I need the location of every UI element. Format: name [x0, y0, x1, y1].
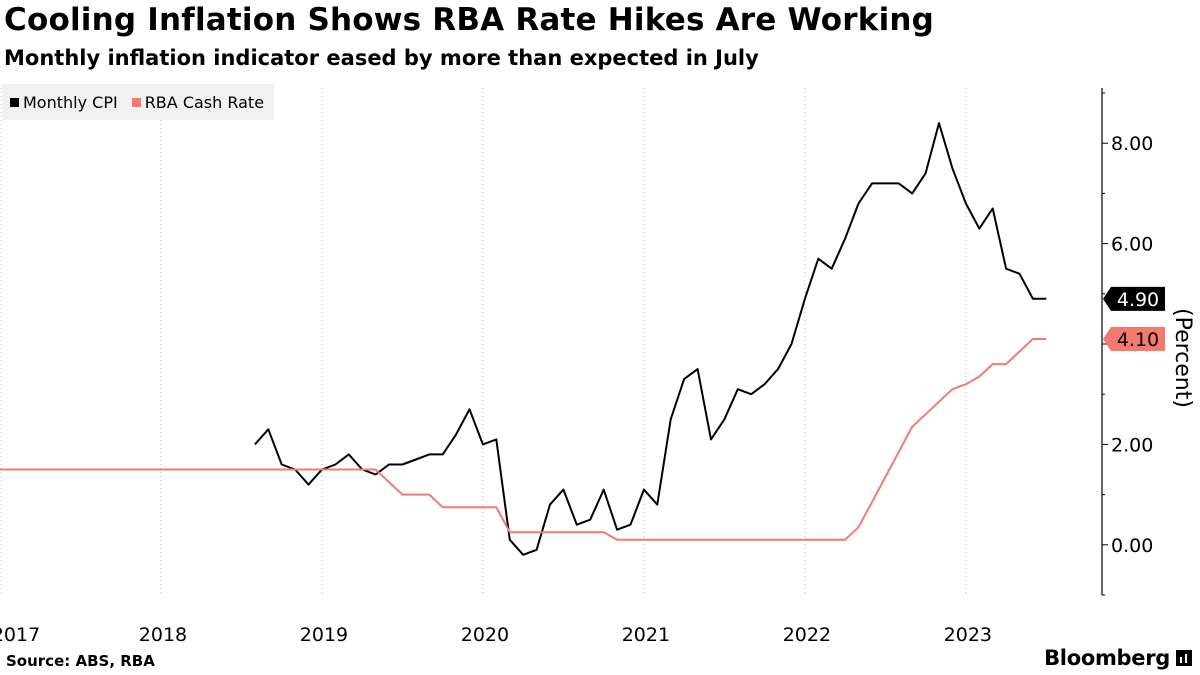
y-axis-label: (Percent) [1170, 308, 1195, 408]
last-value-labels: 4.90 4.10 [1103, 286, 1165, 351]
brand-name: Bloomberg [1044, 646, 1170, 670]
legend-swatch [10, 97, 19, 107]
bloomberg-terminal-icon [1176, 650, 1192, 666]
chart-subtitle: Monthly inflation indicator eased by mor… [4, 46, 759, 70]
y-tick-label: 0.00 [1111, 535, 1153, 557]
chart-title: Cooling Inflation Shows RBA Rate Hikes A… [4, 2, 935, 38]
x-tick-label: 2023 [944, 624, 992, 646]
legend-label: Monthly CPI [23, 92, 118, 112]
last-value-flag [1103, 326, 1165, 351]
x-tick-label: 2018 [139, 624, 187, 646]
x-tick-label: 2022 [783, 624, 831, 646]
y-tick-label: 2.00 [1111, 434, 1153, 456]
legend: Monthly CPI RBA Cash Rate [2, 84, 275, 120]
series-lines [0, 122, 1047, 556]
x-tick-label: 2021 [622, 624, 670, 646]
legend-item-monthly-cpi: Monthly CPI [10, 93, 118, 112]
x-axis-labels: 2017 2018 2019 2020 2021 2022 2023 [0, 624, 992, 646]
series-line-monthly-cpi [254, 122, 1047, 556]
series-line-rba-cash-rate [0, 338, 1047, 541]
legend-item-rba-cash-rate: RBA Cash Rate [131, 92, 265, 112]
legend-label: RBA Cash Rate [144, 92, 265, 112]
last-value-label: 4.10 [1117, 329, 1159, 351]
y-tick-label: 8.00 [1111, 133, 1153, 155]
source-note: Source: ABS, RBA [6, 652, 155, 670]
y-tick-label: 6.00 [1111, 234, 1153, 256]
x-tick-label: 2020 [461, 624, 509, 646]
x-gridlines [0, 88, 967, 595]
legend-swatch [131, 97, 141, 107]
x-tick-label: 2019 [300, 624, 348, 646]
last-value-label: 4.90 [1117, 289, 1159, 311]
last-value-flag [1103, 286, 1165, 311]
x-tick-label: 2017 [0, 624, 40, 646]
bloomberg-logo: Bloomberg [1044, 646, 1192, 670]
